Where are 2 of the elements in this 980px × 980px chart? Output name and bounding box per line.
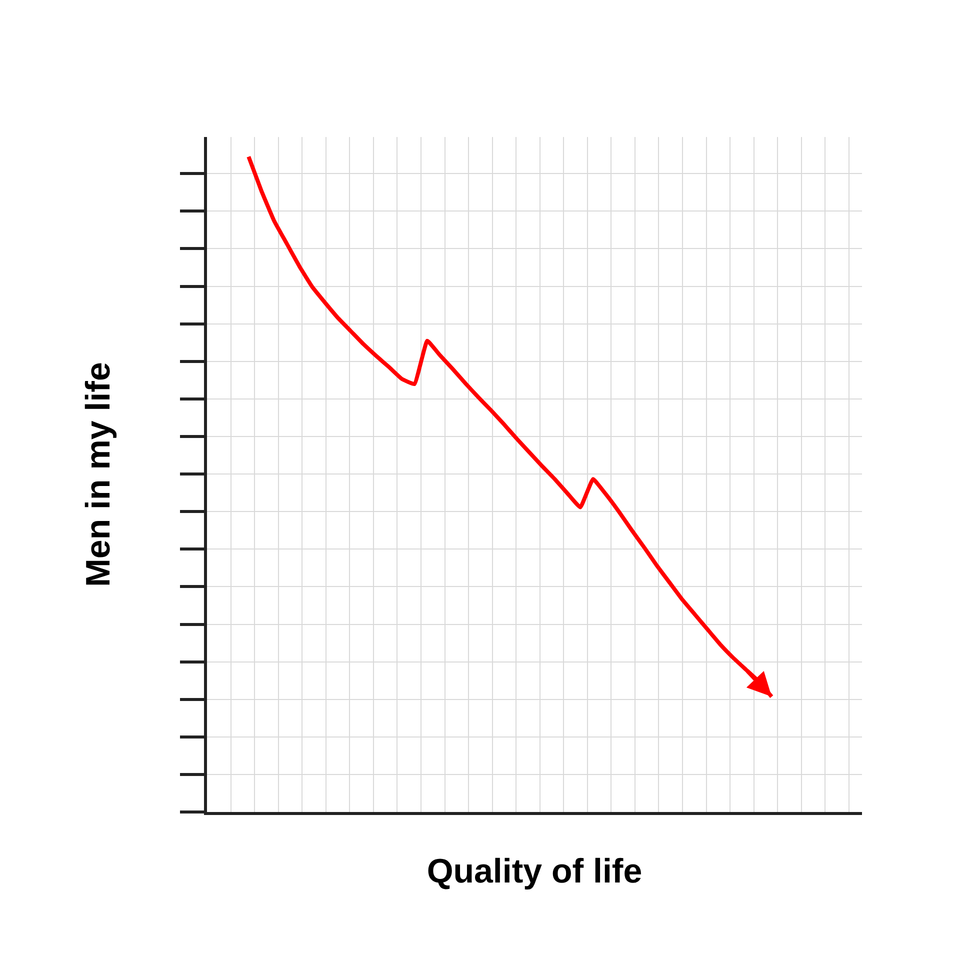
y-axis-title: Men in my life bbox=[80, 362, 118, 587]
x-axis-title: Quality of life bbox=[426, 852, 642, 890]
